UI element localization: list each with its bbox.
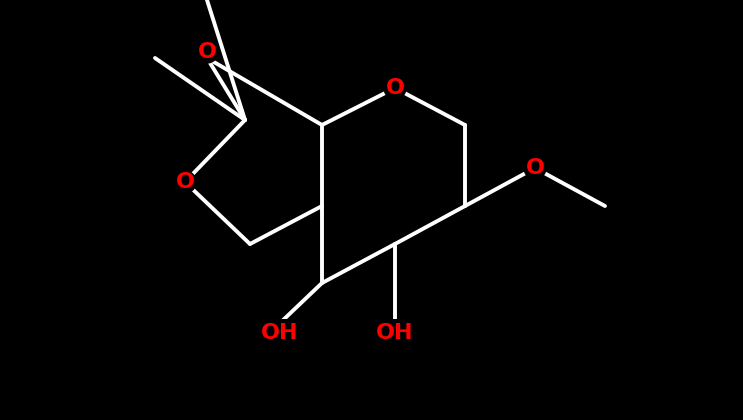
Text: O: O [525,158,545,178]
Circle shape [524,157,546,179]
FancyBboxPatch shape [373,319,417,347]
Circle shape [174,171,196,193]
Text: O: O [175,172,195,192]
Text: O: O [198,42,216,62]
FancyBboxPatch shape [258,319,302,347]
Text: OH: OH [376,323,414,343]
Circle shape [384,77,406,99]
Text: O: O [386,78,404,98]
Circle shape [196,41,218,63]
Text: OH: OH [262,323,299,343]
